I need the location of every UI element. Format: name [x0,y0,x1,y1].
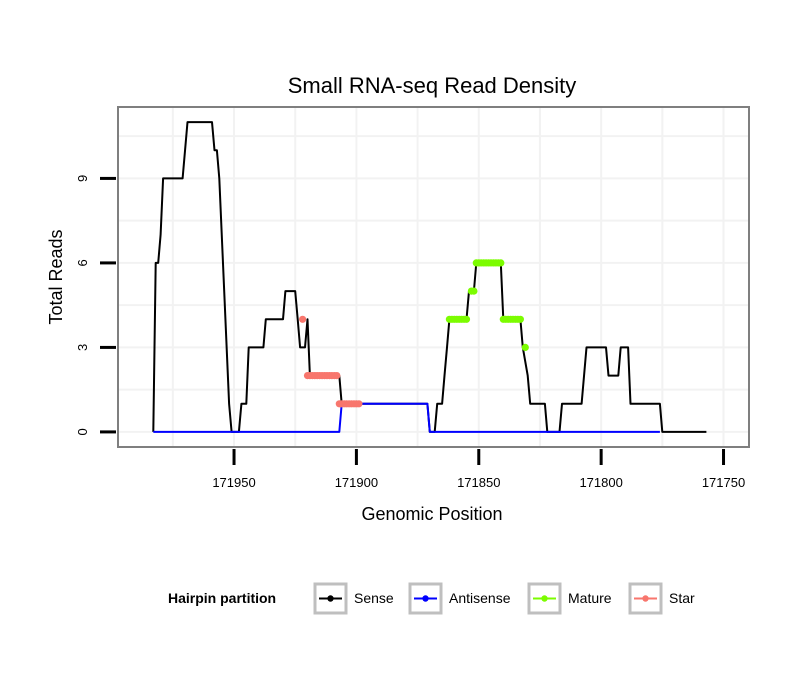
data-point-star [355,400,363,408]
data-point-mature [462,315,471,323]
legend-entry-mature: Mature [527,582,612,615]
legend-key-point [422,595,429,602]
legend-label: Sense [354,590,394,606]
legend-label: Mature [568,590,612,606]
y-tick-label: 6 [75,259,90,266]
data-point-star [299,315,307,323]
legend-entry-antisense: Antisense [408,582,511,615]
series-mature [445,259,529,351]
chart-title: Small RNA-seq Read Density [288,73,577,98]
y-tick-label: 3 [75,344,90,351]
data-point-star [333,372,341,380]
x-tick-label: 171900 [335,475,378,490]
legend: Hairpin partition Sense Antisense Mature St… [168,582,695,615]
legend-entry-star: Star [628,582,695,615]
x-axis-title: Genomic Position [361,504,502,524]
legend-key-point [541,595,548,602]
legend-entries: Sense Antisense Mature Star [313,582,695,615]
legend-entry-sense: Sense [313,582,394,615]
x-tick-label: 171950 [212,475,255,490]
x-axis: 171950 171900 171850 171800 171750 [212,449,745,490]
x-tick-label: 171850 [457,475,500,490]
legend-key-point [327,595,334,602]
legend-title: Hairpin partition [168,590,276,606]
legend-label: Star [669,590,695,606]
y-axis: 0 3 6 9 [75,175,116,436]
y-tick-label: 0 [75,428,90,435]
series-star [299,315,363,408]
y-axis-title: Total Reads [46,229,66,324]
legend-label: Antisense [449,590,511,606]
x-tick-label: 171800 [579,475,622,490]
series-line-antisense [153,402,660,433]
series-antisense [153,402,660,433]
y-tick-label: 9 [75,175,90,182]
data-point-mature [470,287,478,295]
plot-panel [117,106,750,448]
legend-key-point [642,595,649,602]
x-tick-label: 171750 [702,475,745,490]
data-series [152,121,707,433]
data-point-mature [516,315,525,323]
data-point-mature [521,343,529,351]
data-point-mature [497,259,505,267]
